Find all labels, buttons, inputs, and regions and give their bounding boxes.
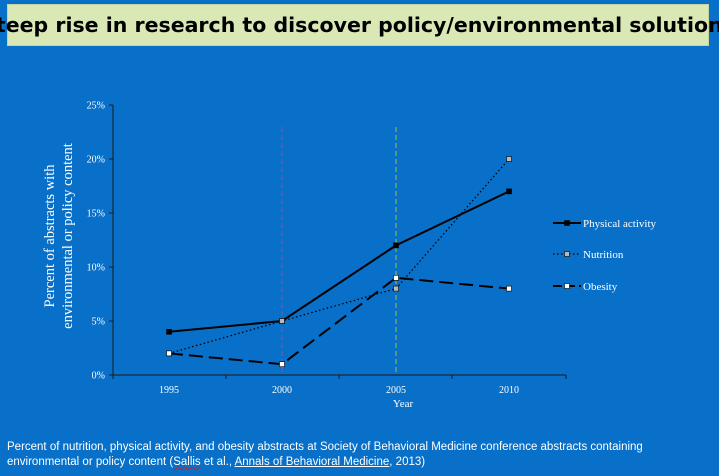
legend-label-physical-activity: Physical activity (583, 218, 657, 230)
x-axis-title: Year (393, 398, 414, 410)
data-point-physical-activity-2010 (506, 188, 512, 195)
caption-suffix: , 2013) (389, 456, 426, 468)
legend-marker-obesity (564, 283, 570, 289)
caption-line-2: environmental or policy content (Sallis … (7, 455, 717, 470)
caption-prefix: environmental or policy content ( (7, 456, 174, 468)
x-tick-label-2005: 2005 (386, 385, 406, 396)
y-axis-title-line-1: Percent of abstracts with (42, 164, 58, 308)
caption-journal: Annals of Behavioral Medicine (234, 456, 390, 468)
data-point-obesity-2000 (279, 361, 285, 368)
y-tick-label-4: 20% (87, 155, 105, 166)
y-axis-title-line-2: environmental or policy content (60, 143, 76, 329)
legend-marker-nutrition (564, 251, 570, 257)
x-tick-label-2000: 2000 (272, 385, 292, 396)
data-point-obesity-2005 (393, 274, 399, 281)
y-tick-label-3: 15% (87, 209, 105, 220)
legend-label-nutrition: Nutrition (583, 249, 624, 261)
caption-line-1: Percent of nutrition, physical activity,… (7, 441, 643, 453)
title-banner: Steep rise in research to discover polic… (0, 4, 719, 46)
x-tick-label-2010: 2010 (499, 385, 519, 396)
data-point-obesity-1995 (166, 350, 172, 357)
series-line-physical-activity (168, 190, 510, 333)
page-title: Steep rise in research to discover polic… (0, 13, 719, 37)
y-tick-label-1: 5% (92, 317, 105, 328)
data-point-obesity-2010 (506, 285, 512, 292)
y-tick-label-0: 0% (92, 371, 105, 382)
caption-author: Sallis (173, 456, 201, 468)
x-tick-label-1995: 1995 (159, 385, 179, 396)
legend-marker-physical-activity (564, 220, 570, 226)
data-point-physical-activity-1995 (166, 328, 172, 335)
y-tick-label-2: 10% (87, 263, 105, 274)
data-point-nutrition-2000 (279, 318, 285, 324)
data-point-nutrition-2010 (506, 156, 512, 162)
line-chart: 0% 5% 10% 15% 20% 25% 1995 2000 2005 2010 Year Perc… (42, 101, 657, 411)
series-line-nutrition (168, 158, 510, 355)
caption-mid: et al., (200, 456, 235, 468)
figure-caption: Percent of nutrition, physical activity,… (7, 440, 717, 470)
series-line-obesity (168, 276, 510, 366)
data-point-physical-activity-2005 (393, 242, 399, 249)
data-point-nutrition-2005 (393, 285, 399, 292)
y-tick-label-5: 25% (87, 101, 105, 112)
legend-label-obesity: Obesity (583, 281, 618, 293)
